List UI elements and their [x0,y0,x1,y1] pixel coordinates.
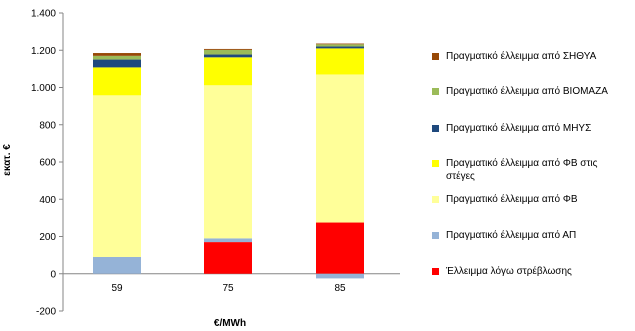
y-axis-title: εκατ. € [2,144,13,176]
legend-swatch [432,88,439,95]
bar-segment [93,55,141,60]
bar-segment [316,44,364,47]
legend-item-fb-roofs: Πραγματικό έλλειμμα από ΦΒ στις στέγες [432,157,616,183]
legend-label: Πραγματικό έλλειμμα από ΦΒ [446,194,578,205]
y-tick-label: 200 [39,232,56,243]
legend-item-ap: Πραγματικό έλλειμμα από ΑΠ [432,229,631,242]
bar-segment [316,222,364,274]
bar-segment [93,59,141,68]
bar-segment [204,85,252,239]
bar-segment [93,256,141,274]
bar-segment [204,238,252,243]
legend-label: Πραγματικό έλλειμμα από ΑΠ [446,230,577,241]
legend-item-fb: Πραγματικό έλλειμμα από ΦΒ [432,193,631,206]
y-axis-ticks: -200 0 200 400 600 800 1.000 1.200 1.400 [31,9,63,318]
legend-label: Πραγματικό έλλειμμα από ΣΗΘΥΑ [446,51,597,62]
bars [93,43,364,279]
y-tick-label: 1.400 [31,9,56,20]
bar-segment [316,48,364,75]
bar-segment [93,67,141,96]
bar-segment [316,43,364,45]
legend-item-myhs: Πραγματικό έλλειμμα από ΜΗΥΣ [432,122,631,135]
y-tick-label: 800 [39,120,56,131]
bar-segment [204,242,252,274]
legend-swatch [432,268,439,275]
legend-label: Πραγματικό έλλειμμα από ΒΙΟΜΑΖΑ [446,86,608,97]
legend-swatch [432,196,439,203]
bar-segment [204,57,252,86]
legend-label: Πραγματικό έλλειμμα από ΜΗΥΣ [446,123,592,134]
y-tick-label: 400 [39,195,56,206]
bar-segment [93,53,141,56]
y-tick-label: 0 [50,269,56,280]
x-tick-label: 59 [111,283,123,294]
legend-swatch [432,53,439,60]
bar-segment [204,49,252,55]
legend-swatch [432,160,439,167]
x-axis-ticks: 59 75 85 [111,283,346,294]
y-tick-label: 1.000 [31,83,56,94]
x-tick-label: 75 [222,283,234,294]
legend-label: Έλλειμμα λόγω στρέβλωσης [446,266,572,277]
x-tick-label: 85 [334,283,346,294]
x-axis-title: €/MWh [214,318,246,329]
legend-swatch [432,125,439,132]
y-tick-label: -200 [36,307,56,318]
bar-segment [316,74,364,223]
legend-item-distortion: Έλλειμμα λόγω στρέβλωσης [432,265,631,278]
legend-label: Πραγματικό έλλειμμα από ΦΒ στις στέγες [446,158,598,182]
bar-segment [316,46,364,49]
bar-segment [93,95,141,257]
y-tick-label: 600 [39,158,56,169]
bar-segment [204,54,252,58]
y-tick-label: 1.200 [31,46,56,57]
bar-segment [204,48,252,50]
legend-swatch [432,232,439,239]
legend-item-biomaza: Πραγματικό έλλειμμα από ΒΙΟΜΑΖΑ [432,85,631,98]
bar-segment [316,273,364,279]
legend-item-shthya: Πραγματικό έλλειμμα από ΣΗΘΥΑ [432,50,631,63]
